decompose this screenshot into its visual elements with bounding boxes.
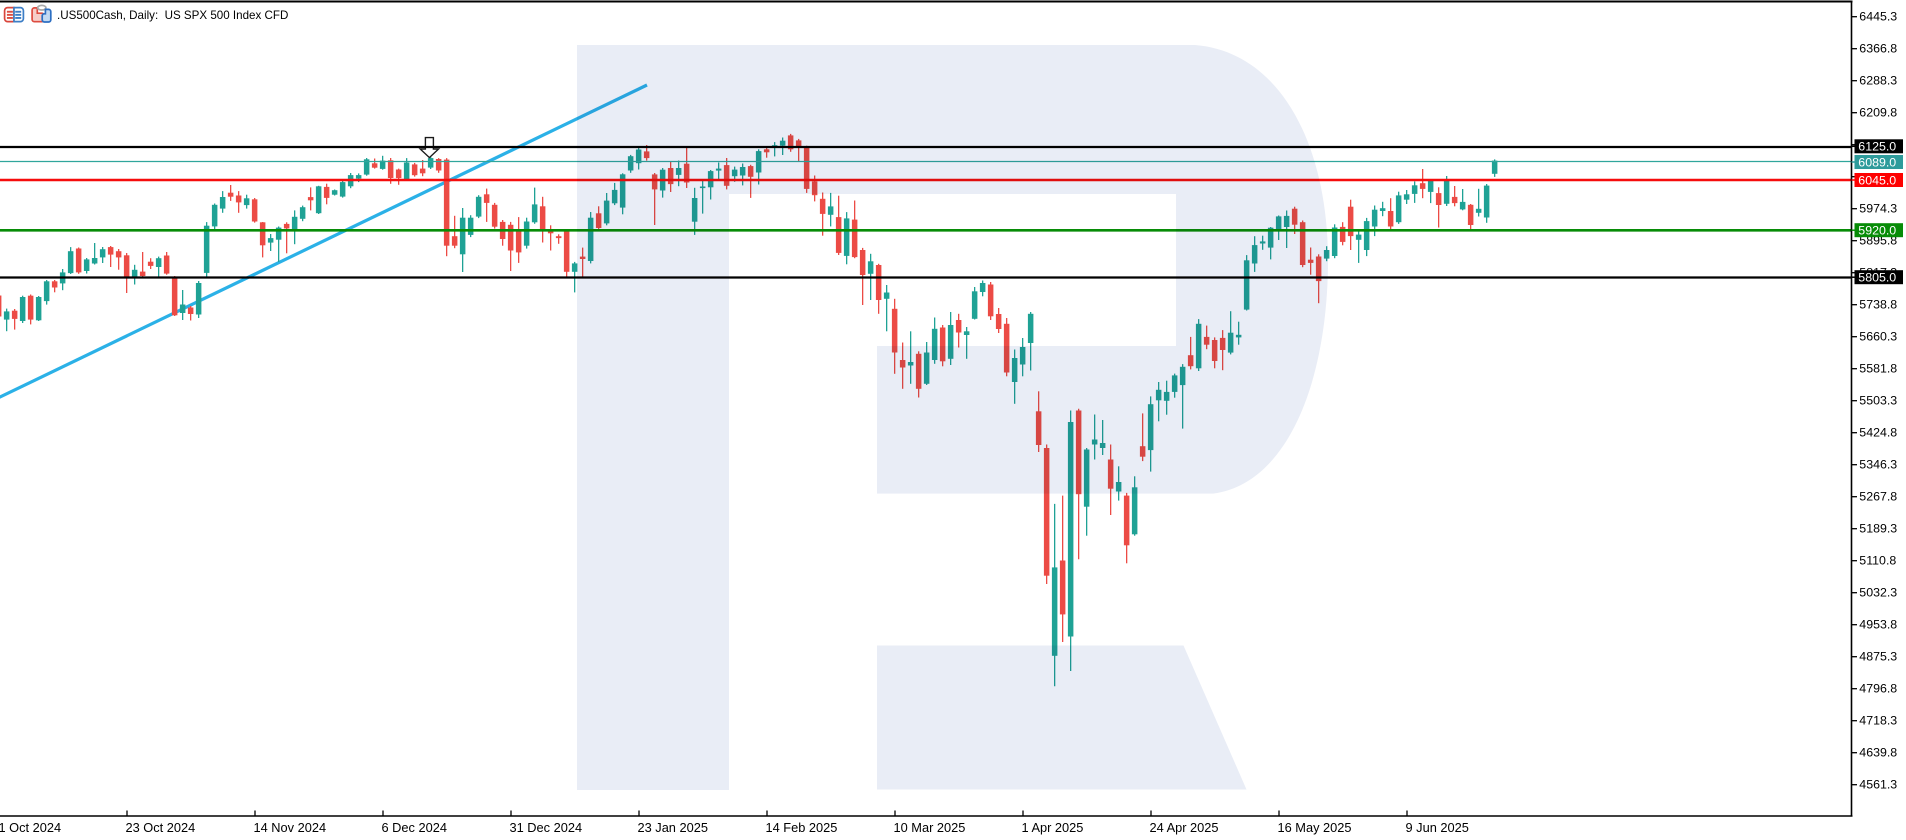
svg-text:6445.3: 6445.3 <box>1859 10 1897 24</box>
svg-text:1 Apr 2025: 1 Apr 2025 <box>1022 820 1084 835</box>
svg-text:5189.3: 5189.3 <box>1859 522 1897 536</box>
svg-text:5660.3: 5660.3 <box>1859 330 1897 344</box>
svg-text:4639.8: 4639.8 <box>1859 746 1897 760</box>
svg-text:5738.8: 5738.8 <box>1859 298 1897 312</box>
svg-text:5346.3: 5346.3 <box>1859 458 1897 472</box>
svg-text:5267.8: 5267.8 <box>1859 490 1897 504</box>
svg-text:4796.8: 4796.8 <box>1859 682 1897 696</box>
svg-text:6 Dec 2024: 6 Dec 2024 <box>382 820 447 835</box>
svg-text:6209.8: 6209.8 <box>1859 106 1897 120</box>
svg-text:5503.3: 5503.3 <box>1859 394 1897 408</box>
svg-text:16 May 2025: 16 May 2025 <box>1278 820 1352 835</box>
svg-text:23 Jan 2025: 23 Jan 2025 <box>638 820 708 835</box>
svg-text:4953.8: 4953.8 <box>1859 618 1897 632</box>
svg-text:5920.0: 5920.0 <box>1858 224 1896 238</box>
svg-text:.US500Cash, Daily: US SPX 500: .US500Cash, Daily: US SPX 500 Index CFD <box>57 9 288 22</box>
svg-text:6288.3: 6288.3 <box>1859 74 1897 88</box>
svg-text:4718.3: 4718.3 <box>1859 714 1897 728</box>
svg-text:5974.3: 5974.3 <box>1859 202 1897 216</box>
svg-text:6366.8: 6366.8 <box>1859 42 1897 56</box>
svg-text:1 Oct 2024: 1 Oct 2024 <box>0 820 61 835</box>
svg-text:24 Apr 2025: 24 Apr 2025 <box>1150 820 1219 835</box>
svg-text:4561.3: 4561.3 <box>1859 778 1897 792</box>
svg-text:6045.0: 6045.0 <box>1858 173 1896 187</box>
svg-text:14 Nov 2024: 14 Nov 2024 <box>254 820 327 835</box>
svg-text:5110.8: 5110.8 <box>1859 554 1896 568</box>
svg-text:5581.8: 5581.8 <box>1859 362 1897 376</box>
svg-text:6089.0: 6089.0 <box>1858 155 1896 169</box>
svg-text:5424.8: 5424.8 <box>1859 426 1897 440</box>
svg-text:5805.0: 5805.0 <box>1858 271 1896 285</box>
svg-text:6125.0: 6125.0 <box>1858 140 1896 154</box>
svg-text:5032.3: 5032.3 <box>1859 586 1897 600</box>
svg-text:4875.3: 4875.3 <box>1859 650 1897 664</box>
svg-text:31 Dec 2024: 31 Dec 2024 <box>510 820 583 835</box>
svg-text:23 Oct 2024: 23 Oct 2024 <box>126 820 196 835</box>
svg-text:14 Feb 2025: 14 Feb 2025 <box>766 820 838 835</box>
svg-text:10 Mar 2025: 10 Mar 2025 <box>894 820 966 835</box>
svg-text:9 Jun 2025: 9 Jun 2025 <box>1406 820 1469 835</box>
